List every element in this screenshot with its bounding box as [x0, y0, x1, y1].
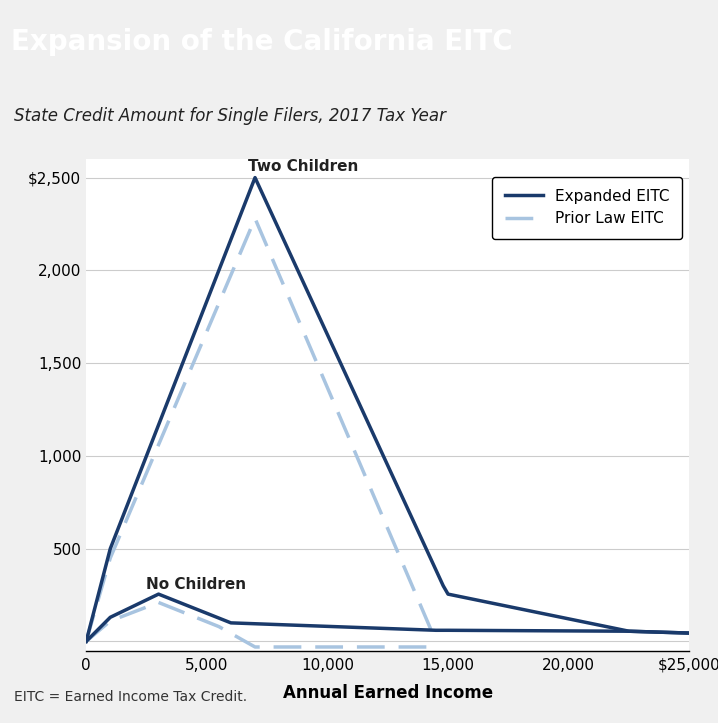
Text: EITC = Earned Income Tax Credit.: EITC = Earned Income Tax Credit. — [14, 690, 248, 704]
Text: No Children: No Children — [146, 577, 246, 591]
Text: State Credit Amount for Single Filers, 2017 Tax Year: State Credit Amount for Single Filers, 2… — [14, 107, 447, 124]
X-axis label: Annual Earned Income: Annual Earned Income — [283, 684, 493, 702]
Text: Two Children: Two Children — [248, 159, 358, 174]
Legend: Expanded EITC, Prior Law EITC: Expanded EITC, Prior Law EITC — [493, 176, 681, 239]
Text: Expansion of the California EITC: Expansion of the California EITC — [11, 27, 513, 56]
